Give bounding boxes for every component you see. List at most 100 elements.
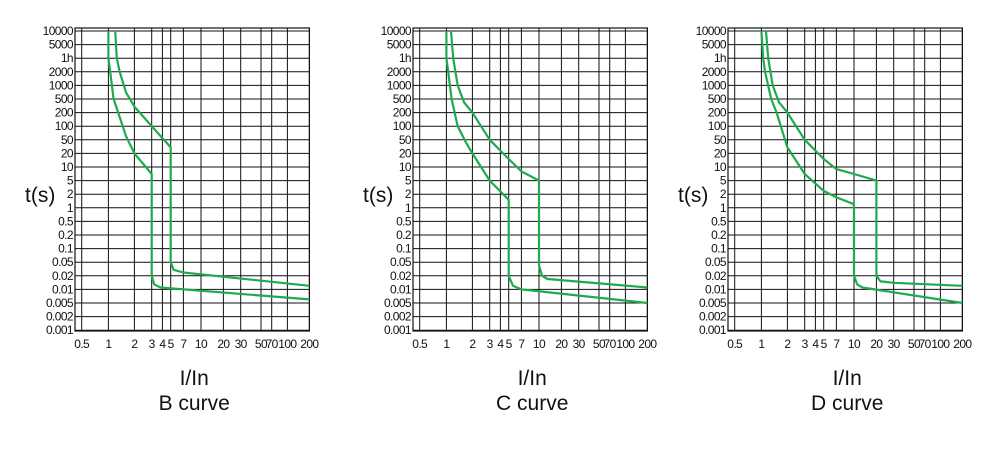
y-axis-label: t(s) [678, 184, 708, 207]
y-tick-label: 200 [393, 106, 412, 120]
chart-title: C curve [496, 392, 568, 415]
y-tick-label: 1h [61, 51, 73, 65]
y-tick-label: 0.2 [58, 228, 74, 242]
y-tick-label: 0.5 [58, 214, 74, 228]
y-tick-label: 0.001 [699, 323, 727, 337]
x-tick-label: 5 [506, 337, 513, 351]
x-tick-label: 5 [168, 337, 175, 351]
y-axis-label: t(s) [25, 184, 55, 207]
y-tick-label: 100 [708, 119, 727, 133]
y-tick-label: 5000 [49, 38, 74, 52]
y-tick-label: 0.001 [46, 323, 74, 337]
y-tick-label: 5 [405, 174, 412, 188]
y-tick-label: 0.02 [52, 269, 74, 283]
x-tick-label: 30 [235, 337, 248, 351]
y-tick-label: 2 [405, 187, 412, 201]
y-tick-label: 1 [67, 201, 74, 215]
y-tick-label: 0.002 [384, 310, 412, 324]
x-tick-label: 4 [159, 337, 166, 351]
x-tick-label: 1 [758, 337, 765, 351]
y-tick-label: 0.5 [711, 214, 727, 228]
y-tick-label: 0.002 [46, 310, 74, 324]
y-tick-label: 0.005 [46, 296, 74, 310]
y-tick-label: 0.02 [390, 269, 412, 283]
y-tick-label: 0.005 [699, 296, 727, 310]
x-tick-label: 0.5 [74, 337, 90, 351]
x-axis-label: I/In [518, 367, 547, 390]
x-tick-label: 1 [105, 337, 112, 351]
y-tick-label: 0.05 [390, 255, 412, 269]
x-tick-label: 0.5 [412, 337, 428, 351]
y-tick-label: 0.05 [52, 255, 74, 269]
y-tick-label: 0.1 [58, 242, 74, 256]
y-tick-label: 0.05 [705, 255, 727, 269]
y-tick-label: 0.02 [705, 269, 727, 283]
y-tick-label: 10 [399, 160, 412, 174]
curve-lower-limit [445, 31, 648, 305]
x-tick-label: 0.5 [727, 337, 743, 351]
x-tick-label: 50 [908, 337, 921, 351]
x-tick-label: 3 [487, 337, 494, 351]
y-tick-label: 5000 [702, 38, 727, 52]
y-tick-label: 10 [714, 160, 727, 174]
y-tick-label: 50 [399, 133, 412, 147]
y-tick-label: 2 [67, 187, 74, 201]
curve-upper-limit [449, 30, 648, 289]
y-tick-label: 500 [55, 92, 74, 106]
y-tick-label: 0.01 [52, 282, 74, 296]
curve-upper-limit [764, 30, 963, 287]
y-tick-label: 2000 [702, 65, 727, 79]
y-tick-label: 10000 [381, 24, 412, 38]
x-tick-label: 20 [555, 337, 568, 351]
y-tick-label: 0.2 [711, 228, 727, 242]
plot-frame [727, 27, 963, 332]
x-tick-label: 4 [497, 337, 504, 351]
y-tick-label: 0.002 [699, 310, 727, 324]
y-tick-label: 0.5 [396, 214, 412, 228]
x-tick-label: 50 [593, 337, 606, 351]
y-tick-label: 2000 [387, 65, 412, 79]
x-tick-label: 10 [533, 337, 546, 351]
curve-lower-limit [760, 30, 963, 305]
y-axis-label: t(s) [363, 184, 393, 207]
y-tick-label: 0.01 [705, 282, 727, 296]
x-tick-label: 70 [604, 337, 617, 351]
x-tick-label: 100 [931, 337, 950, 351]
y-tick-label: 1h [714, 51, 726, 65]
x-tick-label: 7 [833, 337, 840, 351]
x-tick-label: 200 [638, 337, 657, 351]
y-tick-label: 2 [720, 187, 727, 201]
y-tick-label: 10000 [43, 24, 74, 38]
y-tick-label: 1000 [49, 78, 74, 92]
y-tick-label: 5 [720, 174, 727, 188]
x-tick-label: 100 [278, 337, 297, 351]
x-tick-label: 1 [443, 337, 450, 351]
x-tick-label: 7 [518, 337, 525, 351]
x-tick-label: 20 [217, 337, 230, 351]
y-tick-label: 0.1 [711, 242, 727, 256]
y-tick-label: 50 [714, 133, 727, 147]
x-axis-label: I/In [180, 367, 209, 390]
curve-upper-limit [114, 30, 310, 287]
x-tick-label: 2 [469, 337, 476, 351]
y-tick-label: 20 [61, 146, 74, 160]
curve-lower-limit [107, 31, 310, 301]
chart-title: B curve [159, 392, 230, 415]
y-tick-label: 100 [55, 119, 74, 133]
y-tick-label: 1h [399, 51, 411, 65]
y-tick-label: 20 [399, 146, 412, 160]
x-tick-label: 200 [300, 337, 319, 351]
y-tick-label: 200 [55, 106, 74, 120]
y-tick-label: 0.2 [396, 228, 412, 242]
y-tick-label: 0.005 [384, 296, 412, 310]
y-tick-label: 10 [61, 160, 74, 174]
x-tick-label: 50 [255, 337, 268, 351]
x-tick-label: 10 [195, 337, 208, 351]
y-tick-label: 1 [405, 201, 412, 215]
x-tick-label: 2 [784, 337, 791, 351]
y-tick-label: 0.01 [390, 282, 412, 296]
x-tick-label: 7 [180, 337, 187, 351]
